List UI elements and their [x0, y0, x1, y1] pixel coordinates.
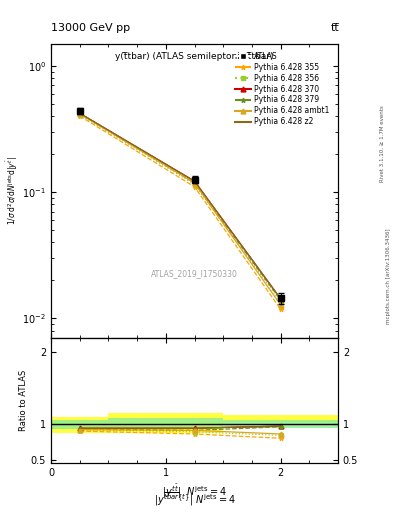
Y-axis label: Ratio to ATLAS: Ratio to ATLAS [19, 370, 28, 431]
Pythia 6.428 356 [278, 299, 283, 305]
Pythia 6.428 370 [278, 295, 283, 302]
Pythia 6.428 356 [192, 181, 197, 187]
Legend: ATLAS, Pythia 6.428 355, Pythia 6.428 356, Pythia 6.428 370, Pythia 6.428 379, P: ATLAS, Pythia 6.428 355, Pythia 6.428 35… [233, 50, 331, 128]
Pythia 6.428 ambt1 [278, 302, 283, 308]
Pythia 6.428 355 [77, 113, 82, 119]
Line: Pythia 6.428 370: Pythia 6.428 370 [77, 111, 283, 301]
Pythia 6.428 379 [77, 110, 82, 116]
Pythia 6.428 z2 [192, 178, 197, 184]
Text: mcplots.cern.ch [arXiv:1306.3436]: mcplots.cern.ch [arXiv:1306.3436] [386, 229, 391, 324]
Pythia 6.428 355 [192, 184, 197, 190]
Text: Rivet 3.1.10, ≥ 1.7M events: Rivet 3.1.10, ≥ 1.7M events [380, 105, 384, 182]
Text: tt̅: tt̅ [331, 23, 340, 33]
Pythia 6.428 ambt1 [192, 180, 197, 186]
Line: Pythia 6.428 z2: Pythia 6.428 z2 [80, 113, 281, 298]
Pythia 6.428 370 [192, 178, 197, 184]
X-axis label: $|y^{t\bar{t}}|\ \ N^\mathsf{jets} = 4$: $|y^{t\bar{t}}|\ \ N^\mathsf{jets} = 4$ [162, 482, 227, 500]
Text: y(t̅tbar) (ATLAS semileptonic t̅tbar): y(t̅tbar) (ATLAS semileptonic t̅tbar) [115, 52, 274, 61]
Pythia 6.428 356 [77, 112, 82, 118]
Line: Pythia 6.428 356: Pythia 6.428 356 [77, 112, 283, 304]
Pythia 6.428 379 [192, 180, 197, 186]
Pythia 6.428 z2 [77, 110, 82, 116]
Line: Pythia 6.428 355: Pythia 6.428 355 [77, 114, 283, 312]
Text: 13000 GeV pp: 13000 GeV pp [51, 23, 130, 33]
Pythia 6.428 355 [278, 306, 283, 312]
Line: Pythia 6.428 379: Pythia 6.428 379 [77, 111, 283, 302]
Line: Pythia 6.428 ambt1: Pythia 6.428 ambt1 [77, 112, 283, 307]
Pythia 6.428 370 [77, 110, 82, 116]
Text: $|y^{\overline{tbar}\{t\}}|$ $N^\mathrm{jets}=4$: $|y^{\overline{tbar}\{t\}}|$ $N^\mathrm{… [154, 491, 235, 508]
Pythia 6.428 z2 [278, 295, 283, 302]
Pythia 6.428 379 [278, 297, 283, 303]
Y-axis label: $1/\sigma\,\mathrm{d}^2\sigma/\mathrm{d}N^\mathrm{jets}\mathrm{d}|y^{\bar{t}}|$: $1/\sigma\,\mathrm{d}^2\sigma/\mathrm{d}… [4, 156, 20, 225]
Text: ATLAS_2019_I1750330: ATLAS_2019_I1750330 [151, 269, 238, 278]
Pythia 6.428 ambt1 [77, 111, 82, 117]
